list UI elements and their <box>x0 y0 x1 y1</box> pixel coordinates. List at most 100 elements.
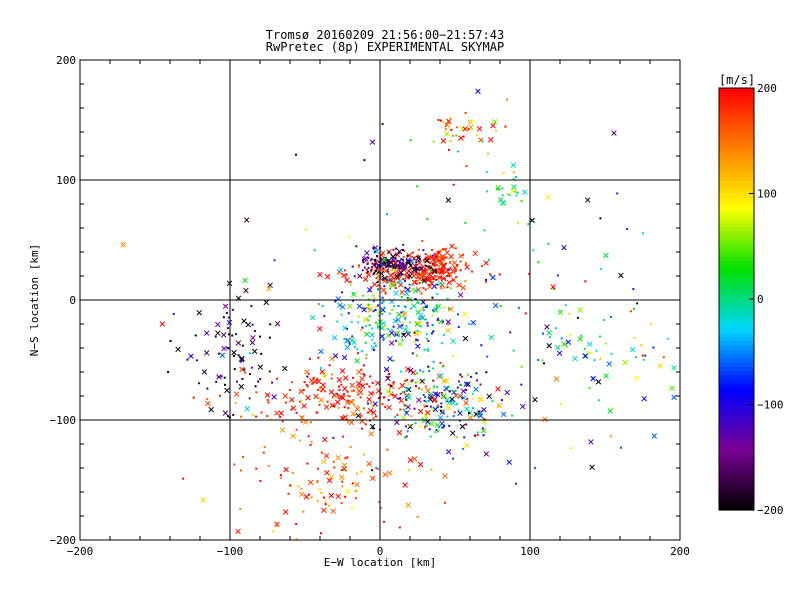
scatter-point-x <box>339 474 345 481</box>
scatter-point-x <box>231 349 237 356</box>
scatter-point-x <box>356 387 363 394</box>
scatter-point-dot <box>512 171 515 174</box>
scatter-point-dot <box>465 263 468 266</box>
scatter-point-dot <box>491 400 494 403</box>
scatter-point-dot <box>429 435 432 438</box>
scatter-point-dot <box>437 259 440 262</box>
scatter-point-x <box>321 458 327 465</box>
scatter-point-x <box>582 353 588 359</box>
scatter-point-dot <box>524 312 527 315</box>
scatter-point-dot <box>499 304 502 307</box>
scatter-point-dot <box>402 243 405 246</box>
scatter-point-x <box>411 303 417 309</box>
scatter-point-x <box>403 290 410 297</box>
scatter-point-dot <box>417 260 420 263</box>
scatter-point-dot <box>642 232 645 235</box>
colorbar-segment <box>719 353 754 359</box>
scatter-point-dot <box>560 337 563 340</box>
colorbar-segment <box>719 117 754 123</box>
scatter-point-dot <box>206 398 209 401</box>
scatter-point-dot <box>629 310 632 313</box>
scatter-point-dot <box>374 250 377 253</box>
colorbar-segment <box>719 239 754 245</box>
scatter-point-dot <box>446 268 449 271</box>
scatter-point-dot <box>375 467 378 470</box>
scatter-point-dot <box>369 375 372 378</box>
scatter-point-dot <box>456 126 459 129</box>
scatter-point-x <box>290 405 297 411</box>
scatter-point-x <box>371 281 378 288</box>
scatter-point-dot <box>570 447 573 450</box>
scatter-point-x <box>415 255 422 261</box>
scatter-point-dot <box>360 350 363 353</box>
scatter-point-dot <box>393 305 396 308</box>
scatter-point-x <box>462 311 468 317</box>
scatter-point-dot <box>527 223 530 226</box>
scatter-point-dot <box>420 321 423 324</box>
scatter-point-x <box>445 319 452 325</box>
scatter-point-dot <box>351 338 354 341</box>
scatter-point-dot <box>387 270 390 273</box>
scatter-point-dot <box>425 337 428 340</box>
scatter-point-dot <box>377 325 380 328</box>
scatter-point-dot <box>430 332 433 335</box>
scatter-point-dot <box>384 406 387 409</box>
scatter-point-dot <box>425 400 428 403</box>
scatter-point-x <box>369 423 376 430</box>
scatter-point-dot <box>243 368 246 371</box>
scatter-point-x <box>283 466 289 473</box>
scatter-point-dot <box>416 329 419 332</box>
scatter-point-dot <box>375 344 378 347</box>
scatter-point-dot <box>468 412 471 415</box>
scatter-point-x <box>412 288 419 294</box>
scatter-point-dot <box>336 320 339 323</box>
scatter-point-dot <box>326 400 329 403</box>
scatter-point-dot <box>467 128 470 131</box>
scatter-point-dot <box>432 360 435 363</box>
scatter-point-dot <box>474 434 477 437</box>
scatter-point-dot <box>386 264 389 267</box>
scatter-point-x <box>553 376 560 382</box>
scatter-point-dot <box>262 451 265 454</box>
colorbar-segment <box>719 315 754 321</box>
scatter-point-dot <box>422 249 425 252</box>
x-tick-labels: −200 −100 0 100 200 <box>67 545 690 558</box>
scatter-point-x <box>464 264 470 270</box>
scatter-point-x <box>420 299 426 305</box>
scatter-point-dot <box>576 316 579 319</box>
scatter-point-x <box>411 456 418 462</box>
scatter-point-x <box>416 397 422 403</box>
scatter-point-x <box>544 324 550 330</box>
scatter-point-x <box>407 367 414 374</box>
scatter-point-dot <box>372 427 375 430</box>
scatter-point-dot <box>380 257 383 260</box>
scatter-point-dot <box>341 416 344 419</box>
scatter-point-dot <box>368 385 371 388</box>
scatter-point-dot <box>649 323 652 326</box>
scatter-point-x <box>222 410 229 416</box>
y-tick-label: 200 <box>56 54 76 67</box>
scatter-point-dot <box>470 375 473 378</box>
scatter-point-dot <box>396 259 399 262</box>
colorbar-segment <box>719 396 754 401</box>
scatter-point-dot <box>441 426 444 429</box>
scatter-point-dot <box>416 372 419 375</box>
scatter-point-dot <box>368 324 371 327</box>
scatter-point-dot <box>194 334 197 337</box>
scatter-point-dot <box>320 451 323 454</box>
scatter-point-x <box>331 334 338 341</box>
scatter-point-dot <box>381 264 384 267</box>
colorbar-segment <box>719 400 754 406</box>
scatter-point-x <box>475 88 481 95</box>
scatter-point-dot <box>455 436 458 439</box>
scatter-point-dot <box>320 491 323 494</box>
scatter-point-dot <box>369 286 372 289</box>
scatter-point-x <box>392 318 399 324</box>
scatter-point-dot <box>397 272 400 275</box>
scatter-point-dot <box>192 396 195 399</box>
scatter-point-x <box>264 392 271 398</box>
scatter-point-dot <box>386 328 389 331</box>
scatter-point-dot <box>386 275 389 278</box>
scatter-point-dot <box>377 260 380 263</box>
scatter-point-dot <box>300 400 303 403</box>
